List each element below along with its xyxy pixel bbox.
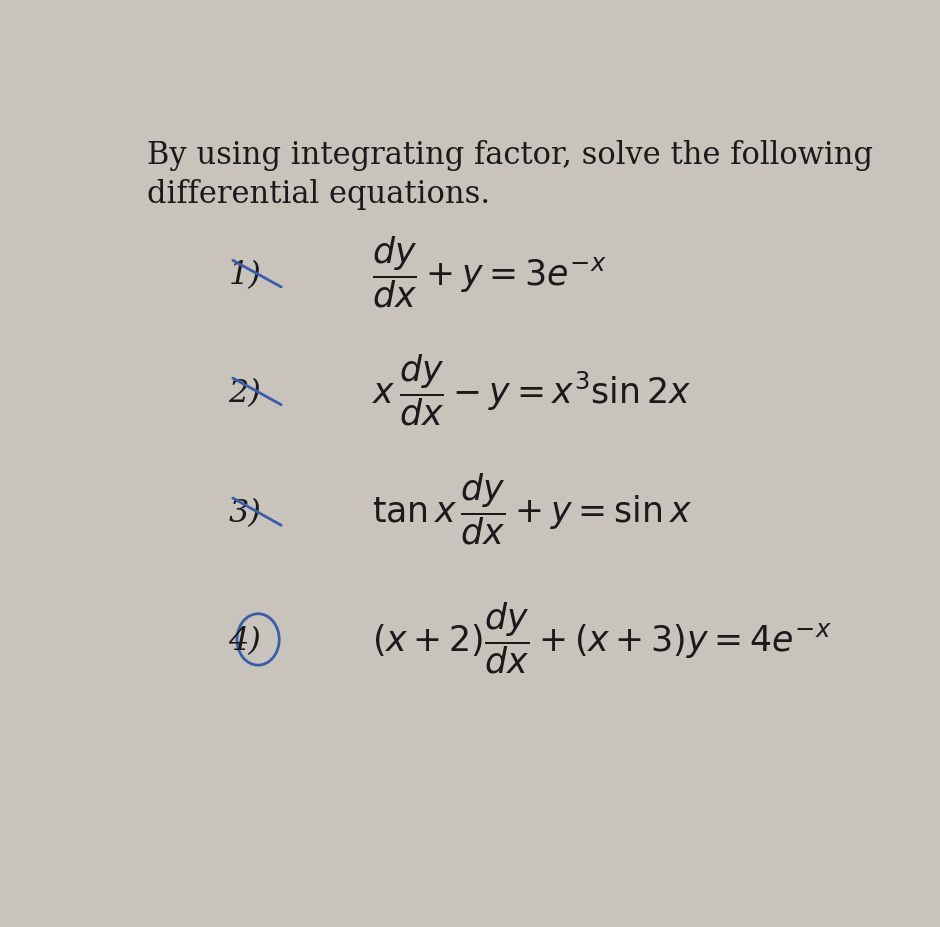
Text: 4): 4)	[228, 626, 261, 657]
Text: 2): 2)	[228, 377, 261, 409]
Text: $x\,\dfrac{dy}{dx} - y = x^3 \sin 2x$: $x\,\dfrac{dy}{dx} - y = x^3 \sin 2x$	[372, 351, 692, 427]
Text: $\dfrac{dy}{dx} + y = 3e^{-x}$: $\dfrac{dy}{dx} + y = 3e^{-x}$	[372, 234, 607, 310]
Text: differential equations.: differential equations.	[147, 179, 490, 210]
Text: 1): 1)	[228, 260, 261, 291]
Text: $\tan x\,\dfrac{dy}{dx} + y = \sin x$: $\tan x\,\dfrac{dy}{dx} + y = \sin x$	[372, 472, 693, 548]
Text: By using integrating factor, solve the following: By using integrating factor, solve the f…	[147, 140, 872, 171]
Text: $(x+2)\dfrac{dy}{dx} + (x+3)y = 4e^{-x}$: $(x+2)\dfrac{dy}{dx} + (x+3)y = 4e^{-x}$	[372, 600, 832, 676]
Text: 3): 3)	[228, 498, 261, 528]
